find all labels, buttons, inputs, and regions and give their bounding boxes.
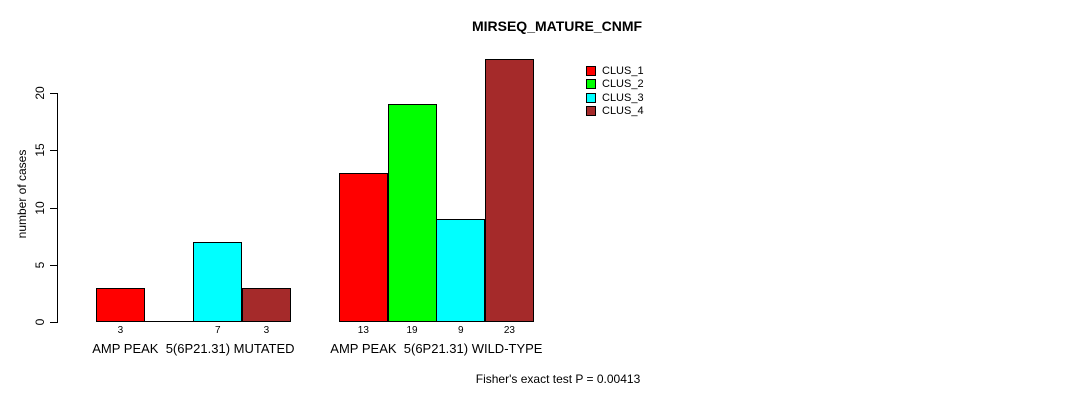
fisher-test-annotation: Fisher's exact test P = 0.00413 — [475, 372, 641, 386]
y-axis-tick-label: 5 — [33, 261, 47, 269]
y-axis-tick-label: 20 — [33, 86, 47, 100]
legend-swatch-clus_1 — [586, 66, 596, 76]
bar-value-label: 19 — [406, 325, 418, 336]
bar-value-label: 3 — [263, 325, 270, 336]
y-axis-line — [57, 93, 58, 323]
bar-value-label: 9 — [457, 325, 464, 336]
y-axis-tick-label: 15 — [33, 143, 47, 157]
bar-clus_1-group2 — [339, 173, 388, 322]
legend-label: CLUS_3 — [602, 91, 644, 104]
legend-item: CLUS_1 — [586, 65, 644, 77]
y-axis-tick-label: 0 — [33, 318, 47, 326]
bar-clus_4-group2 — [485, 59, 534, 322]
y-axis-tick — [50, 93, 57, 94]
bar-value-label: 23 — [503, 325, 515, 336]
group-label: AMP PEAK 5(6P21.31) MUTATED — [92, 341, 295, 356]
legend-label: CLUS_1 — [602, 65, 644, 77]
bar-clus_1-group1 — [96, 288, 145, 322]
bar-clus_3-group1 — [193, 242, 242, 322]
legend-label: CLUS_4 — [602, 105, 644, 118]
legend-swatch-clus_2 — [586, 79, 596, 90]
y-axis-tick — [50, 265, 57, 266]
y-axis-tick — [50, 150, 57, 151]
group-label: AMP PEAK 5(6P21.31) WILD-TYPE — [330, 341, 543, 356]
bar-value-label: 7 — [214, 325, 221, 336]
chart-title: MIRSEQ_MATURE_CNMF — [471, 18, 643, 34]
legend-label: CLUS_2 — [602, 78, 644, 91]
bar-value-label: 3 — [117, 325, 124, 336]
y-axis-tick-label: 10 — [33, 201, 47, 215]
bar-clus_2-group2 — [388, 104, 437, 322]
legend-item: CLUS_4 — [586, 105, 644, 117]
legend-item: CLUS_2 — [586, 78, 644, 90]
legend-swatch-clus_3 — [586, 92, 596, 103]
legend-item: CLUS_3 — [586, 92, 644, 104]
bar-clus_3-group2 — [436, 219, 485, 322]
y-axis-tick — [50, 322, 57, 323]
bar-clus_4-group1 — [242, 288, 291, 322]
legend-swatch-clus_4 — [586, 106, 596, 117]
bar-clus_2-group1-zero — [145, 321, 194, 322]
bar-value-label: 13 — [357, 325, 369, 336]
y-axis-tick — [50, 208, 57, 209]
